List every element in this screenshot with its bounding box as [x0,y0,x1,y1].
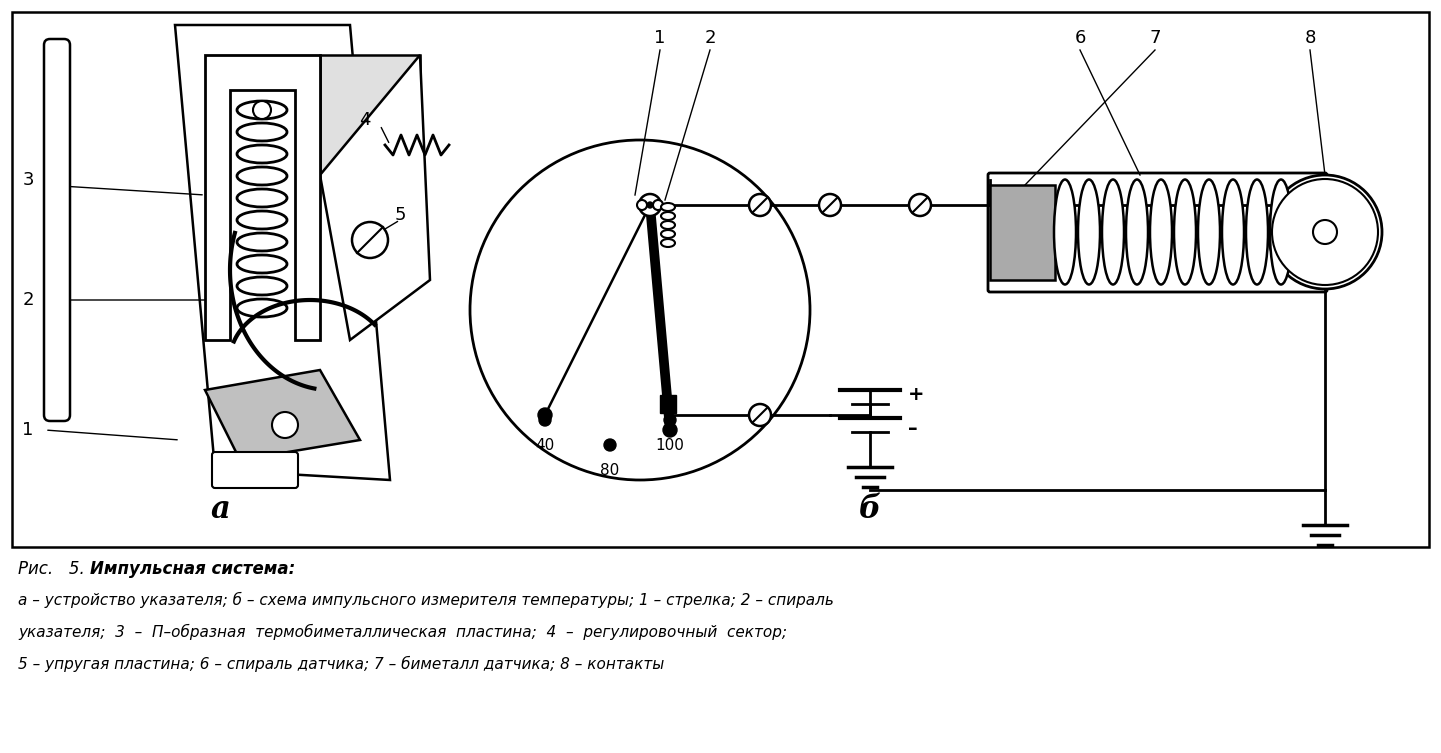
FancyBboxPatch shape [45,39,71,421]
Ellipse shape [236,167,287,185]
Text: 1: 1 [22,421,33,439]
Polygon shape [205,370,360,460]
Circle shape [749,404,771,426]
Circle shape [272,412,298,438]
Circle shape [604,439,615,451]
Ellipse shape [1125,179,1148,285]
Circle shape [664,414,676,426]
Ellipse shape [236,255,287,273]
Text: 2: 2 [22,291,33,309]
Text: а – устройство указателя; б – схема импульсного измерителя температуры; 1 – стре: а – устройство указателя; б – схема импу… [17,592,834,608]
Ellipse shape [236,189,287,207]
Ellipse shape [236,233,287,251]
Circle shape [637,200,647,210]
Circle shape [909,194,931,216]
Text: 5 – упругая пластина; 6 – спираль датчика; 7 – биметалл датчика; 8 – контакты: 5 – упругая пластина; 6 – спираль датчик… [17,656,664,672]
Ellipse shape [661,221,674,229]
Ellipse shape [661,239,674,247]
Text: 2: 2 [705,29,716,47]
FancyBboxPatch shape [989,173,1327,292]
Text: 8: 8 [1304,29,1316,47]
Polygon shape [205,55,320,340]
Circle shape [254,101,271,119]
Polygon shape [320,55,429,340]
Circle shape [539,414,550,426]
Circle shape [1268,175,1382,289]
Ellipse shape [1222,179,1244,285]
Text: 7: 7 [1150,29,1161,47]
Ellipse shape [661,212,674,220]
Text: 1: 1 [654,29,666,47]
Bar [660,395,676,413]
Text: 80: 80 [601,463,620,478]
Text: 100: 100 [656,438,684,453]
Text: –: – [908,419,918,437]
Text: 4: 4 [359,111,370,129]
FancyBboxPatch shape [212,452,298,488]
Bar [990,185,1055,280]
Ellipse shape [236,101,287,119]
Circle shape [537,408,552,422]
Text: 6: 6 [1075,29,1085,47]
Text: а: а [210,495,231,526]
Bar [12,12,1429,547]
Text: +: + [908,385,925,404]
Ellipse shape [1174,179,1196,285]
Circle shape [638,194,661,216]
Ellipse shape [1102,179,1124,285]
Ellipse shape [661,230,674,238]
Circle shape [749,194,771,216]
Ellipse shape [236,145,287,163]
Text: Рис.   5.: Рис. 5. [17,560,89,578]
Text: 5: 5 [395,206,406,224]
Ellipse shape [236,211,287,229]
Text: Импульсная система:: Импульсная система: [89,560,295,578]
Ellipse shape [236,299,287,317]
Ellipse shape [661,203,674,211]
Ellipse shape [1246,179,1268,285]
Ellipse shape [236,123,287,141]
Circle shape [1272,179,1378,285]
Circle shape [653,200,663,210]
Text: указателя;  3  –  П–образная  термобиметаллическая  пластина;  4  –  регулировоч: указателя; 3 – П–образная термобиметалли… [17,624,787,640]
Ellipse shape [1270,179,1293,285]
Ellipse shape [1053,179,1076,285]
Ellipse shape [1197,179,1221,285]
Text: 3: 3 [22,171,33,189]
Polygon shape [174,25,391,480]
Circle shape [470,140,810,480]
Circle shape [663,423,677,437]
Text: б: б [859,495,880,526]
Circle shape [1313,220,1337,244]
Circle shape [818,194,842,216]
Ellipse shape [1150,179,1172,285]
Circle shape [647,202,653,208]
Text: 40: 40 [536,438,555,453]
Ellipse shape [1078,179,1099,285]
Ellipse shape [236,277,287,295]
Circle shape [352,222,388,258]
Polygon shape [320,55,419,175]
